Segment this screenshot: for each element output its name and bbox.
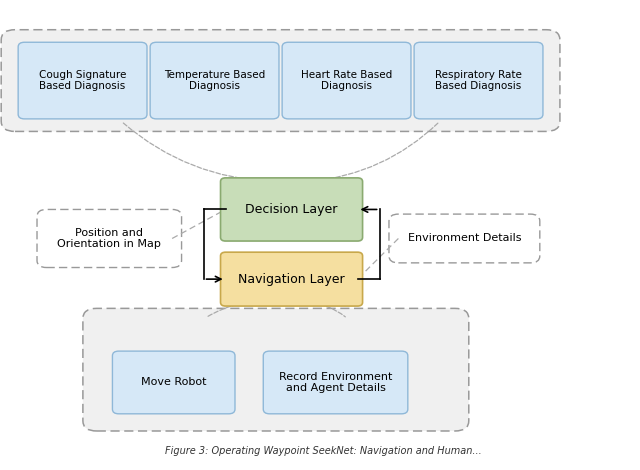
FancyBboxPatch shape	[282, 42, 411, 119]
Text: Navigation Layer: Navigation Layer	[238, 273, 345, 286]
Text: Respiratory Rate
Based Diagnosis: Respiratory Rate Based Diagnosis	[435, 70, 522, 91]
Text: Record Environment
and Agent Details: Record Environment and Agent Details	[279, 372, 392, 393]
FancyBboxPatch shape	[18, 42, 147, 119]
Text: Position and
Orientation in Map: Position and Orientation in Map	[58, 227, 161, 249]
FancyBboxPatch shape	[113, 351, 235, 414]
Text: Heart Rate Based
Diagnosis: Heart Rate Based Diagnosis	[301, 70, 392, 91]
FancyBboxPatch shape	[389, 214, 540, 263]
FancyBboxPatch shape	[83, 308, 468, 431]
FancyBboxPatch shape	[150, 42, 279, 119]
FancyBboxPatch shape	[263, 351, 408, 414]
Text: Environment Details: Environment Details	[408, 234, 521, 243]
FancyBboxPatch shape	[37, 210, 182, 267]
Text: Decision Layer: Decision Layer	[245, 203, 338, 216]
FancyBboxPatch shape	[414, 42, 543, 119]
Text: Figure 3: Operating Waypoint SeekNet: Navigation and Human...: Figure 3: Operating Waypoint SeekNet: Na…	[164, 446, 481, 455]
FancyBboxPatch shape	[1, 30, 560, 132]
FancyBboxPatch shape	[221, 252, 363, 306]
Text: Cough Signature
Based Diagnosis: Cough Signature Based Diagnosis	[39, 70, 126, 91]
Text: Move Robot: Move Robot	[141, 377, 207, 387]
Text: Temperature Based
Diagnosis: Temperature Based Diagnosis	[164, 70, 265, 91]
FancyBboxPatch shape	[221, 178, 363, 241]
